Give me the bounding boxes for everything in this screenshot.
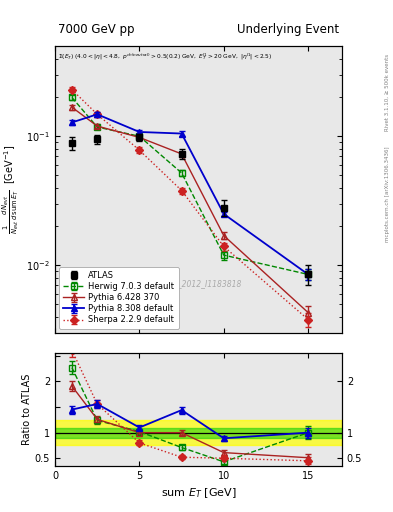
- Y-axis label: Ratio to ATLAS: Ratio to ATLAS: [22, 374, 32, 445]
- Text: ATLAS_2012_I1183818: ATLAS_2012_I1183818: [155, 280, 242, 289]
- Text: 7000 GeV pp: 7000 GeV pp: [58, 23, 134, 36]
- Text: $\Sigma(E_T)$ $(4.0 < |\eta| < 4.8,\ p^{ch(neutral)} > 0.5(0.2)$ GeV$,\ E_T^{l1}: $\Sigma(E_T)$ $(4.0 < |\eta| < 4.8,\ p^{…: [58, 52, 272, 62]
- Y-axis label: $\frac{1}{N_{evt}}\frac{d\,N_{evt}}{d\,\mathrm{sum}\,E_T}$  [GeV$^{-1}$]: $\frac{1}{N_{evt}}\frac{d\,N_{evt}}{d\,\…: [0, 144, 21, 234]
- X-axis label: sum $E_T$ [GeV]: sum $E_T$ [GeV]: [161, 486, 236, 500]
- Legend: ATLAS, Herwig 7.0.3 default, Pythia 6.428 370, Pythia 8.308 default, Sherpa 2.2.: ATLAS, Herwig 7.0.3 default, Pythia 6.42…: [59, 267, 178, 329]
- Text: Rivet 3.1.10, ≥ 500k events: Rivet 3.1.10, ≥ 500k events: [385, 54, 390, 131]
- Text: Underlying Event: Underlying Event: [237, 23, 339, 36]
- Text: mcplots.cern.ch [arXiv:1306.3436]: mcplots.cern.ch [arXiv:1306.3436]: [385, 147, 390, 242]
